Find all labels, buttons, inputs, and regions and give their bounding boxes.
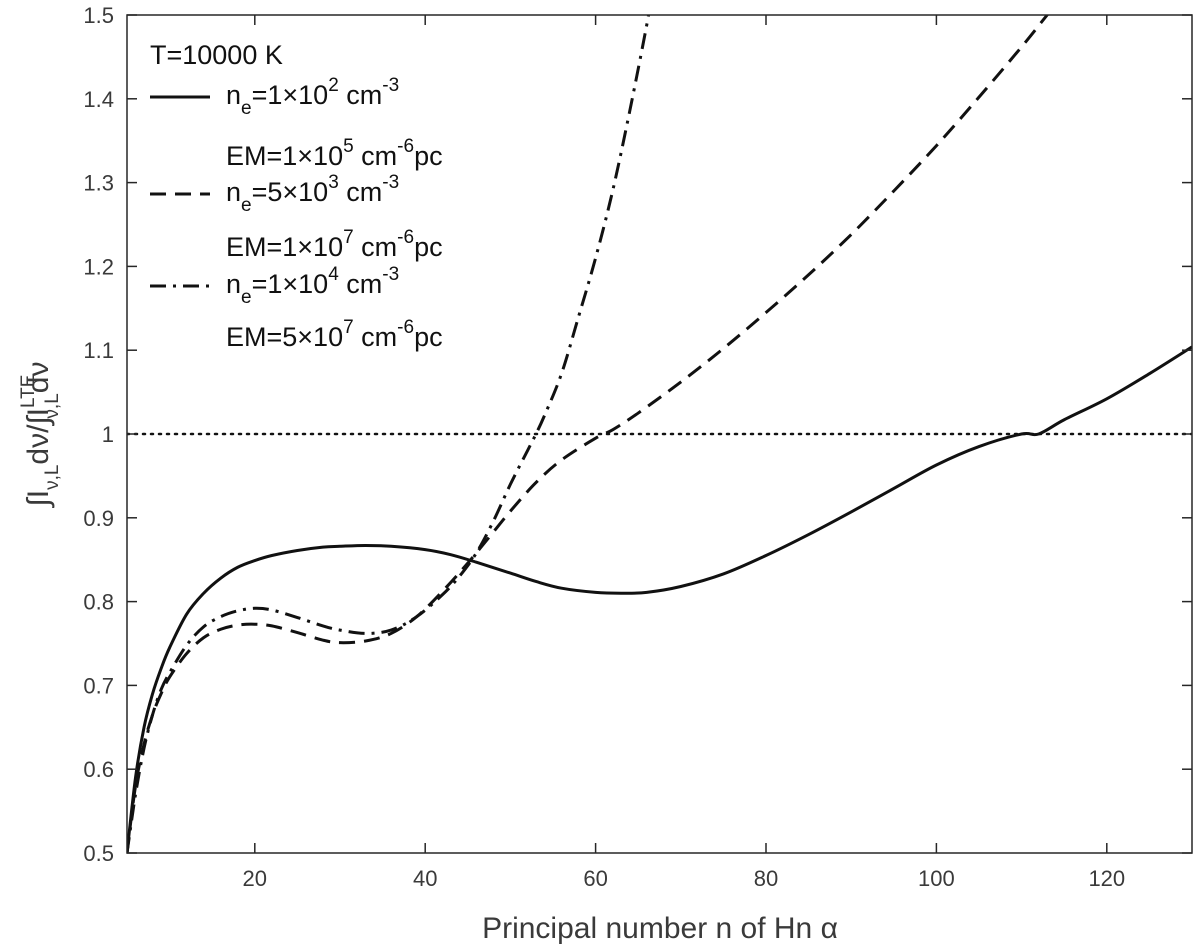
y-tick-label: 0.5 [83,841,114,866]
legend-entry-2-emission-measure: EM=1×107 cm-6pc [226,227,443,262]
y-label-differential: dν [22,362,55,394]
x-tick-label: 80 [754,866,778,891]
y-label-ratio: dν/∫I [22,408,55,465]
y-tick-label: 1.5 [83,3,114,28]
y-tick-label: 1.1 [83,338,114,363]
series-line-solid [127,345,1192,853]
series-line-dashdot [127,15,651,853]
y-tick-label: 1 [102,422,114,447]
y-tick-label: 0.8 [83,590,114,615]
y-tick-label: 1.4 [83,87,114,112]
y-label-subscript-2: ν,L [42,393,63,418]
x-tick-label: 100 [918,866,955,891]
x-tick-label: 40 [413,866,437,891]
y-label-subscript: ν,L [42,465,63,490]
legend-entry-1-density: ne=1×102 cm-3 [226,75,399,119]
y-label-integral: ∫I [22,490,55,509]
legend: T=10000 K ne=1×102 cm-3 EM=1×105 cm-6pc … [150,40,443,352]
series-line-dashed [127,15,1050,853]
y-tick-label: 0.9 [83,506,114,531]
y-tick-label: 0.6 [83,757,114,782]
plot-content [127,15,1192,853]
legend-entry-3-density: ne=1×104 cm-3 [226,264,399,308]
y-axis-label: ∫Iν,Ldν/∫ILTE ν,Ldν [18,362,63,509]
legend-entry-1-emission-measure: EM=1×105 cm-6pc [226,136,443,171]
legend-entry-2-density: ne=5×103 cm-3 [226,172,399,216]
y-tick-label: 1.2 [83,254,114,279]
y-tick-label: 0.7 [83,673,114,698]
legend-entry-3-emission-measure: EM=5×107 cm-6pc [226,317,443,352]
y-ticks: 0.5 0.6 0.7 0.8 0.9 1 1.1 1.2 1.3 1.4 1.5 [83,3,1192,866]
x-axis-label: Principal number n of Hn α [482,912,838,945]
x-tick-label: 120 [1088,866,1125,891]
x-tick-label: 20 [243,866,267,891]
x-tick-label: 60 [583,866,607,891]
y-tick-label: 1.3 [83,171,114,196]
legend-title: T=10000 K [150,40,283,70]
x-ticks: 20 40 60 80 100 120 [243,15,1125,891]
y-label-superscript: LTE [18,375,39,408]
